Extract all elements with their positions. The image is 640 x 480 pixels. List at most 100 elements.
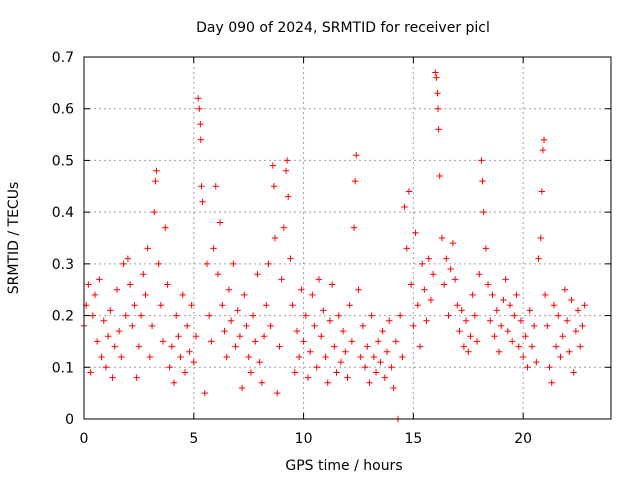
- data-point: [335, 312, 342, 319]
- data-point: [115, 327, 123, 335]
- data-point: [256, 358, 263, 366]
- data-point: [162, 224, 169, 231]
- data-point: [258, 379, 266, 386]
- data-point: [148, 322, 156, 330]
- data-point: [489, 291, 496, 299]
- data-point: [559, 333, 566, 340]
- y-tick-label: 0.4: [52, 205, 74, 221]
- data-point: [386, 317, 393, 324]
- data-point: [566, 348, 573, 355]
- data-point: [433, 74, 440, 81]
- data-point: [188, 302, 195, 309]
- data-point: [436, 172, 443, 180]
- data-points: [80, 69, 588, 423]
- data-point: [197, 121, 204, 128]
- data-point: [526, 307, 533, 314]
- data-point: [87, 369, 94, 376]
- data-point: [423, 317, 430, 324]
- data-point: [126, 281, 134, 288]
- y-axis-label: SRMTID / TECUs: [6, 182, 22, 295]
- data-point: [201, 389, 208, 397]
- data-point: [454, 302, 461, 309]
- data-point: [351, 177, 359, 185]
- data-point: [397, 312, 404, 319]
- x-tick-label: 5: [189, 431, 198, 447]
- data-point: [568, 296, 575, 304]
- data-point: [223, 353, 230, 361]
- data-point: [109, 374, 116, 381]
- data-point: [533, 358, 540, 366]
- data-point: [425, 255, 432, 262]
- data-point: [309, 291, 316, 299]
- data-point: [572, 327, 580, 335]
- data-point: [487, 317, 494, 324]
- data-point: [283, 157, 291, 164]
- data-point: [372, 369, 380, 376]
- data-point: [326, 317, 334, 324]
- data-point: [304, 374, 312, 381]
- data-point: [355, 286, 362, 293]
- data-point: [513, 291, 520, 299]
- data-point: [451, 276, 459, 283]
- data-point: [438, 234, 446, 242]
- data-point: [96, 276, 103, 283]
- data-point: [212, 183, 219, 190]
- data-point: [524, 364, 531, 371]
- data-point: [539, 146, 547, 154]
- data-point: [346, 302, 353, 309]
- data-point: [155, 260, 162, 268]
- data-point: [270, 183, 278, 190]
- data-point: [528, 343, 536, 350]
- data-point: [515, 343, 522, 350]
- data-point: [390, 384, 397, 392]
- data-point: [557, 353, 564, 361]
- data-point: [203, 260, 211, 268]
- data-point: [443, 255, 450, 262]
- data-point: [295, 353, 303, 361]
- data-point: [198, 183, 205, 190]
- data-point: [91, 291, 99, 299]
- data-point: [537, 234, 544, 242]
- data-point: [555, 312, 562, 319]
- data-point: [469, 291, 476, 299]
- data-point: [230, 260, 237, 268]
- data-point: [331, 343, 338, 350]
- data-point: [249, 312, 257, 319]
- data-point: [184, 322, 191, 330]
- data-point: [361, 364, 369, 371]
- data-point: [344, 374, 351, 381]
- data-point: [293, 327, 301, 335]
- data-point: [280, 224, 288, 231]
- data-point: [449, 239, 457, 247]
- data-point: [166, 364, 173, 371]
- data-point: [129, 322, 136, 330]
- data-point: [241, 291, 248, 299]
- x-tick-label: 15: [404, 431, 422, 447]
- data-point: [144, 245, 151, 252]
- data-point: [482, 245, 490, 252]
- x-tick-label: 10: [295, 431, 313, 447]
- data-point: [392, 338, 400, 345]
- data-point: [205, 312, 213, 319]
- x-tick-label: 20: [514, 431, 532, 447]
- data-point: [93, 338, 101, 345]
- data-point: [236, 333, 244, 340]
- data-point: [538, 188, 546, 195]
- data-point: [175, 333, 182, 340]
- data-point: [353, 152, 360, 159]
- data-point: [216, 219, 224, 226]
- data-point: [535, 255, 542, 262]
- axis-ticks: 0 0.1 0.2 0.3 0.4 0.5 0.6 0.7 0 5 10 15 20: [52, 50, 611, 447]
- data-point: [170, 379, 178, 386]
- data-point: [530, 322, 538, 330]
- data-point: [493, 307, 501, 314]
- data-point: [544, 322, 551, 330]
- data-point: [381, 374, 389, 381]
- data-point: [254, 271, 261, 278]
- data-point: [375, 338, 382, 345]
- data-point: [434, 105, 442, 112]
- x-tick-label: 0: [80, 431, 89, 447]
- data-point: [416, 343, 424, 350]
- data-point: [414, 302, 421, 309]
- data-point: [322, 353, 329, 361]
